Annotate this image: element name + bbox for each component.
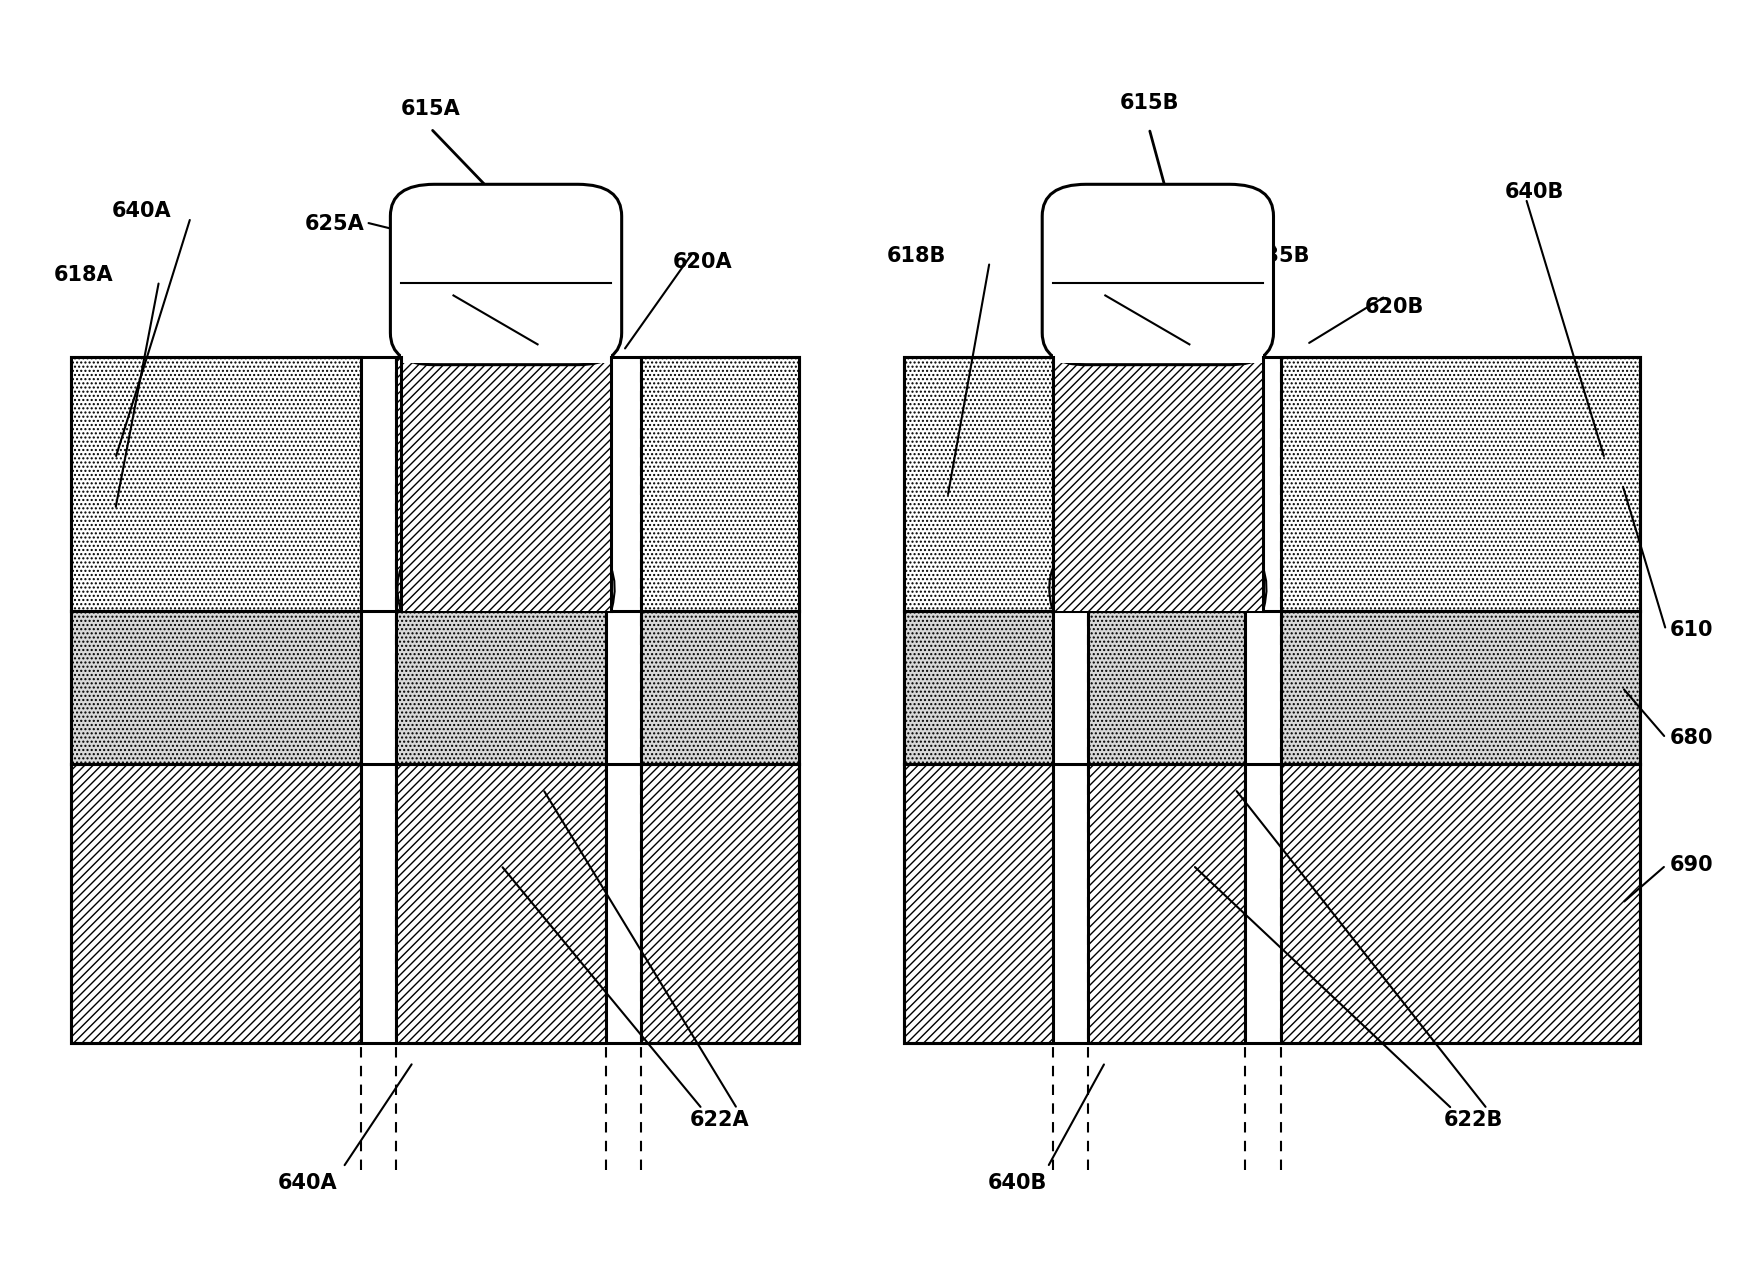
Text: 622A: 622A xyxy=(690,1110,749,1129)
Text: 640A: 640A xyxy=(279,1172,339,1193)
Bar xyxy=(1281,611,1639,764)
Bar xyxy=(904,764,1053,1043)
Text: 635A: 635A xyxy=(426,246,486,266)
Bar xyxy=(400,356,611,611)
Text: 618B: 618B xyxy=(886,246,946,266)
Text: 690: 690 xyxy=(1669,855,1713,876)
Bar xyxy=(395,764,605,1043)
Text: 615A: 615A xyxy=(400,99,460,120)
Bar xyxy=(72,611,360,764)
Bar xyxy=(1088,611,1246,764)
Text: 640A: 640A xyxy=(112,201,172,222)
Bar xyxy=(904,356,1053,611)
Bar xyxy=(641,611,799,764)
FancyBboxPatch shape xyxy=(1042,185,1274,364)
Text: 620B: 620B xyxy=(1365,297,1423,317)
Text: 625B: 625B xyxy=(1085,207,1144,228)
Bar xyxy=(1053,350,1264,363)
Bar xyxy=(72,764,360,1043)
Bar xyxy=(395,611,605,764)
Text: 610: 610 xyxy=(1669,620,1713,640)
Bar xyxy=(72,356,799,1043)
Text: 680: 680 xyxy=(1669,728,1713,749)
Bar xyxy=(641,356,799,611)
Bar xyxy=(904,356,1639,1043)
Bar xyxy=(1281,764,1639,1043)
Text: 615B: 615B xyxy=(1120,93,1179,113)
Bar xyxy=(1053,356,1264,611)
Bar xyxy=(641,764,799,1043)
Bar xyxy=(1088,764,1246,1043)
Bar xyxy=(395,356,605,611)
Bar xyxy=(72,356,360,611)
Text: 640B: 640B xyxy=(988,1172,1048,1193)
Text: 625A: 625A xyxy=(304,214,365,234)
Bar xyxy=(1281,356,1639,611)
Text: 620A: 620A xyxy=(672,252,732,272)
Text: 635B: 635B xyxy=(1251,246,1311,266)
Text: 640B: 640B xyxy=(1504,182,1564,202)
Bar xyxy=(1088,356,1246,611)
Text: 618A: 618A xyxy=(54,265,114,285)
Bar xyxy=(400,350,611,363)
Text: 622B: 622B xyxy=(1444,1110,1502,1129)
Bar xyxy=(904,611,1053,764)
FancyBboxPatch shape xyxy=(390,185,621,364)
